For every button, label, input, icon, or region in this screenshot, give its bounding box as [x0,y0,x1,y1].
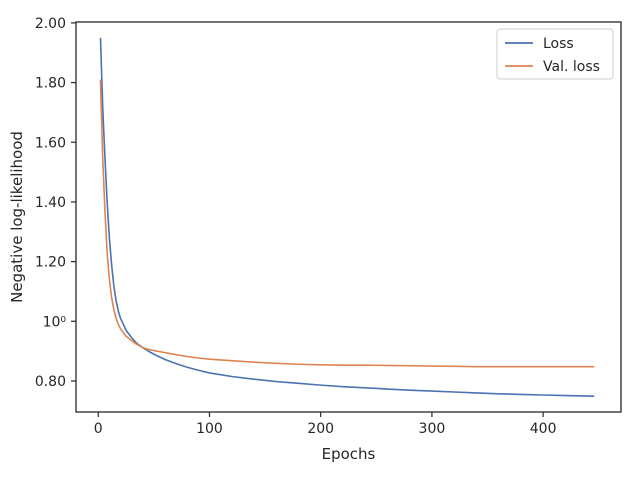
y-tick-label: 1.60 [35,135,66,151]
series-line-1 [99,37,595,397]
y-tick-label: 0.80 [35,374,66,390]
series-layer [99,37,595,397]
x-tick-label: 300 [419,421,446,437]
legend-label-2: Val. loss [543,59,600,75]
legend-label-1: Loss [543,36,574,52]
y-tick-label: 2.00 [35,16,66,32]
x-tick-label: 0 [94,421,103,437]
ticks-layer: 0 100 200 300 400 0.80 10⁰ 1.20 1.40 1.60 1.80 2.00 [35,16,557,437]
x-tick-label: 400 [530,421,557,437]
x-tick-label: 200 [307,421,334,437]
legend: Loss Val. loss [496,28,614,80]
plot-frame [75,21,622,413]
y-tick-label: 1.20 [35,255,66,271]
x-tick-label: 100 [196,421,223,437]
y-tick-label: 10⁰ [43,314,67,330]
series-line-2 [99,79,595,368]
y-tick-label: 1.40 [35,195,66,211]
x-axis-title: Epochs [322,445,376,463]
y-tick-label: 1.80 [35,76,66,92]
y-axis-title: Negative log-likelihood [8,131,26,303]
